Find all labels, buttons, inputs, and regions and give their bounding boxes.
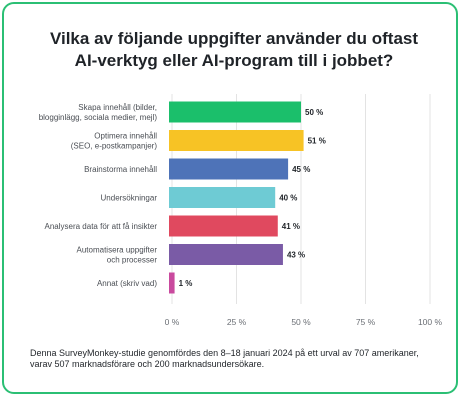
category-label: och processer [107,256,158,265]
category-label: Brainstorma innehåll [84,165,157,174]
x-tick-label: 25 % [227,317,247,327]
data-label: 50 % [305,108,323,117]
chart-title: Vilka av följande uppgifter använder du … [14,28,454,72]
x-tick-label: 50 % [291,317,311,327]
category-label: blogginlägg, sociala medier, mejl) [39,113,158,122]
category-label: Analysera data för att få insikter [45,222,158,231]
data-label: 43 % [287,251,305,260]
bar [169,244,283,265]
bar [169,158,289,180]
data-label: 1 % [179,279,193,288]
category-label: Annat (skriv vad) [97,279,157,288]
data-label: 40 % [279,194,297,203]
chart-card: Vilka av följande uppgifter använder du … [2,2,458,394]
footnote: Denna SurveyMonkey-studie genomfördes de… [30,348,419,369]
chart-title-line-1: Vilka av följande uppgifter använder du … [49,29,419,48]
bar [169,101,301,123]
x-tick-label: 0 % [165,317,180,327]
data-label: 41 % [282,222,300,231]
category-label: Undersökningar [101,194,158,203]
category-label: Automatisera uppgifter [77,246,158,255]
chart-title-line-2: AI-verktyg eller AI-program till i jobbe… [74,51,394,70]
category-label: Optimera innehåll [94,132,157,141]
bar [169,187,276,208]
category-label: (SEO, e-postkampanjer) [71,142,158,151]
x-tick-label: 75 % [356,317,376,327]
bar [169,272,175,294]
x-tick-label: 100 % [418,317,443,327]
data-label: 51 % [308,137,326,146]
category-label: Skapa innehåll (bilder, [78,103,157,112]
data-label: 45 % [292,165,310,174]
bar [169,130,304,151]
bar [169,215,278,237]
